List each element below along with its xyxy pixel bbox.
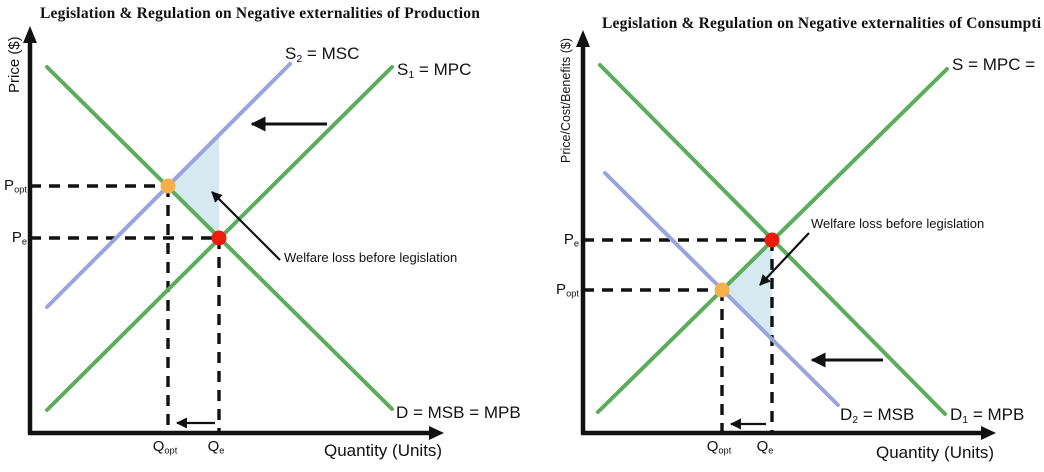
- p-e-sub-r: e: [573, 238, 579, 249]
- q-opt-label-left: Qopt: [144, 438, 186, 456]
- q-e-base: Q: [207, 438, 220, 455]
- d1-rest: = MPB: [968, 405, 1025, 424]
- s1-base: S: [397, 60, 409, 79]
- welfare-pointer-arrow-right: [759, 232, 810, 286]
- s2-base: S: [285, 44, 297, 63]
- p-e-sub: e: [21, 236, 27, 247]
- s1-mpc-label: S1 = MPC: [397, 60, 471, 81]
- p-opt-base-r: P: [556, 281, 567, 298]
- q-e-sub-r: e: [768, 445, 774, 456]
- q-e-label-left: Qe: [196, 438, 236, 456]
- q-e-label-right: Qe: [745, 438, 785, 456]
- p-opt-base: P: [4, 177, 15, 194]
- s2-sub: 2: [296, 52, 303, 65]
- right-panel-title: Legislation & Regulation on Negative ext…: [602, 15, 1042, 32]
- d2-base: D: [840, 405, 853, 424]
- right-y-axis-label: Price/Cost/Benefits ($): [559, 37, 573, 163]
- optimum-point-right: [714, 282, 730, 298]
- d2-rest: = MSB: [858, 405, 915, 424]
- d2-msb-label: D2 = MSB: [840, 405, 914, 426]
- left-y-axis-label: Price ($): [6, 36, 23, 93]
- left-panel-title: Legislation & Regulation on Negative ext…: [40, 5, 481, 22]
- p-opt-sub-r: opt: [566, 288, 579, 299]
- welfare-loss-note-left: Welfare loss before legislation: [284, 250, 458, 265]
- welfare-loss-triangle-right: [722, 240, 772, 338]
- p-e-label-right: Pe: [537, 231, 579, 249]
- p-e-base: P: [11, 229, 22, 246]
- welfare-pointer-arrow-left: [211, 191, 281, 261]
- optimum-point-left: [160, 178, 176, 194]
- right-x-axis-label: Quantity (Units): [876, 443, 995, 462]
- q-opt-sub: opt: [164, 445, 178, 456]
- s-mpc-label: S = MPC =: [952, 55, 1036, 74]
- y-axis-arrowhead-left: [23, 26, 37, 43]
- s1-rest: = MPC: [414, 60, 472, 79]
- q-opt-label-right: Qopt: [697, 438, 741, 456]
- s2-rest: = MSC: [302, 44, 360, 63]
- q-opt-sub-r: opt: [718, 445, 732, 456]
- p-e-base-r: P: [563, 231, 574, 248]
- welfare-loss-note-right: Welfare loss before legislation: [811, 216, 985, 231]
- q-opt-base: Q: [152, 438, 165, 455]
- d-msb-mpb-label: D = MSB = MPB: [396, 403, 521, 422]
- p-opt-sub: opt: [14, 184, 27, 195]
- x-axis-arrowhead-left: [429, 426, 444, 440]
- y-axis-arrowhead-right: [576, 30, 590, 47]
- d1-mpb-label: D1 = MPB: [950, 405, 1024, 426]
- s2-msc-label: S2 = MSC: [285, 44, 359, 65]
- p-opt-label-left: Popt: [0, 177, 27, 195]
- q-opt-base-r: Q: [706, 438, 719, 455]
- d1-sub: 1: [962, 413, 969, 426]
- welfare-loss-triangle-left: [168, 135, 219, 238]
- p-e-label-left: Pe: [0, 229, 27, 247]
- left-x-axis-label: Quantity (Units): [324, 441, 443, 460]
- q-e-base-r: Q: [756, 438, 769, 455]
- equilibrium-point-left: [211, 230, 227, 246]
- d1-base: D: [950, 405, 963, 424]
- p-opt-label-right: Popt: [537, 281, 579, 299]
- s1-sub: 1: [408, 68, 415, 81]
- q-e-sub: e: [219, 445, 225, 456]
- x-axis-arrowhead-right: [981, 426, 996, 440]
- d2-sub: 2: [852, 413, 859, 426]
- equilibrium-point-right: [764, 232, 780, 248]
